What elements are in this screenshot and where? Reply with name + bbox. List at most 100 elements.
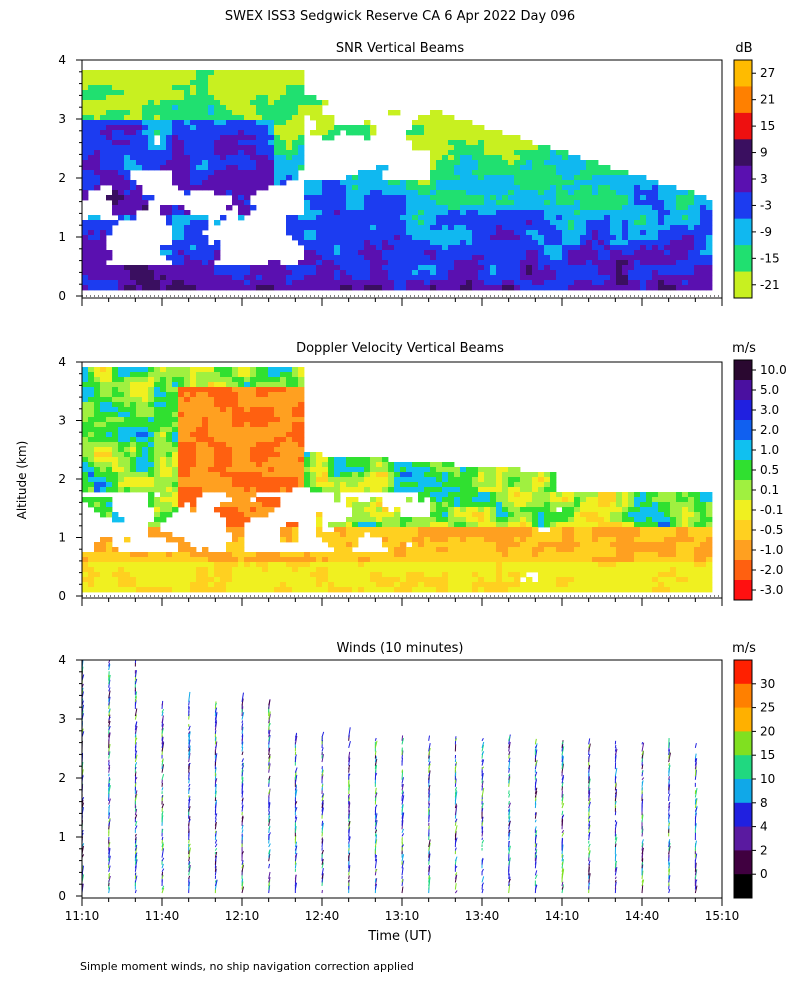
snr-cell bbox=[202, 90, 209, 96]
doppler-cell bbox=[130, 417, 137, 423]
snr-cell bbox=[100, 250, 107, 256]
doppler-cell bbox=[382, 582, 389, 588]
doppler-cell bbox=[94, 397, 101, 403]
doppler-cell bbox=[316, 472, 323, 478]
snr-cell bbox=[364, 275, 371, 281]
doppler-cell bbox=[136, 427, 143, 433]
snr-cell bbox=[574, 265, 581, 271]
snr-cell bbox=[160, 160, 167, 166]
snr-cell bbox=[394, 195, 401, 201]
snr-cell bbox=[232, 195, 239, 201]
doppler-cell bbox=[418, 547, 425, 553]
snr-cell bbox=[394, 210, 401, 216]
snr-cell bbox=[172, 165, 179, 171]
snr-cell bbox=[436, 215, 443, 221]
snr-cell bbox=[688, 220, 695, 226]
doppler-cell bbox=[316, 467, 323, 473]
snr-cell bbox=[394, 255, 401, 261]
snr-cell bbox=[364, 180, 371, 186]
doppler-cell bbox=[160, 562, 167, 568]
snr-cell bbox=[442, 215, 449, 221]
snr-cell bbox=[472, 220, 479, 226]
snr-cell bbox=[382, 280, 389, 286]
doppler-cell bbox=[94, 432, 101, 438]
doppler-cell bbox=[184, 572, 191, 578]
colorbar-swatch bbox=[734, 139, 752, 167]
snr-cell bbox=[412, 120, 419, 126]
doppler-cell bbox=[250, 562, 257, 568]
snr-cell bbox=[400, 235, 407, 241]
doppler-cell bbox=[172, 452, 179, 458]
snr-cell bbox=[220, 180, 227, 186]
doppler-cell bbox=[154, 532, 161, 538]
doppler-cell bbox=[244, 382, 251, 388]
snr-cell bbox=[472, 215, 479, 221]
doppler-cell bbox=[142, 367, 149, 373]
doppler-cell bbox=[214, 477, 221, 483]
doppler-cell bbox=[100, 542, 107, 548]
doppler-cell bbox=[94, 547, 101, 553]
snr-cell bbox=[466, 210, 473, 216]
doppler-cell bbox=[178, 372, 185, 378]
snr-cell bbox=[268, 70, 275, 76]
snr-cell bbox=[286, 265, 293, 271]
doppler-cell bbox=[364, 567, 371, 573]
doppler-cell bbox=[100, 407, 107, 413]
snr-cell bbox=[286, 120, 293, 126]
snr-cell bbox=[94, 170, 101, 176]
snr-cell bbox=[586, 280, 593, 286]
snr-cell bbox=[202, 70, 209, 76]
snr-cell bbox=[586, 265, 593, 271]
snr-cell bbox=[82, 260, 89, 266]
snr-cell bbox=[172, 260, 179, 266]
snr-cell bbox=[652, 240, 659, 246]
doppler-cell bbox=[268, 422, 275, 428]
snr-cell bbox=[124, 285, 131, 291]
snr-cell bbox=[202, 175, 209, 181]
snr-cell bbox=[460, 235, 467, 241]
doppler-cell bbox=[412, 482, 419, 488]
snr-cell bbox=[490, 250, 497, 256]
doppler-cell bbox=[226, 487, 233, 493]
snr-cell bbox=[676, 240, 683, 246]
doppler-cell bbox=[412, 527, 419, 533]
doppler-cell bbox=[118, 457, 125, 463]
doppler-cell bbox=[286, 577, 293, 583]
snr-cell bbox=[358, 205, 365, 211]
doppler-cell bbox=[340, 562, 347, 568]
doppler-cell bbox=[148, 442, 155, 448]
doppler-cell bbox=[214, 422, 221, 428]
doppler-cell bbox=[268, 432, 275, 438]
doppler-cell bbox=[118, 487, 125, 493]
snr-cell bbox=[172, 240, 179, 246]
snr-cell bbox=[142, 205, 149, 211]
doppler-cell bbox=[268, 582, 275, 588]
doppler-cell bbox=[418, 562, 425, 568]
snr-cell bbox=[238, 200, 245, 206]
doppler-cell bbox=[424, 587, 431, 593]
snr-cell bbox=[286, 285, 293, 291]
doppler-cell bbox=[190, 457, 197, 463]
snr-cell bbox=[88, 185, 95, 191]
snr-cell bbox=[130, 285, 137, 291]
snr-cell bbox=[592, 175, 599, 181]
snr-cell bbox=[400, 230, 407, 236]
snr-cell bbox=[298, 225, 305, 231]
doppler-cell bbox=[364, 507, 371, 513]
snr-cell bbox=[184, 225, 191, 231]
doppler-cell bbox=[256, 552, 263, 558]
snr-cell bbox=[136, 135, 143, 141]
doppler-cell bbox=[394, 472, 401, 478]
doppler-cell bbox=[292, 532, 299, 538]
snr-cell bbox=[634, 265, 641, 271]
snr-cell bbox=[160, 140, 167, 146]
snr-cell bbox=[616, 205, 623, 211]
snr-cell bbox=[184, 80, 191, 86]
doppler-cell bbox=[196, 487, 203, 493]
doppler-cell bbox=[232, 437, 239, 443]
snr-cell bbox=[232, 135, 239, 141]
doppler-cell bbox=[196, 417, 203, 423]
doppler-cell bbox=[178, 392, 185, 398]
snr-cell bbox=[106, 75, 113, 81]
doppler-cell bbox=[88, 427, 95, 433]
